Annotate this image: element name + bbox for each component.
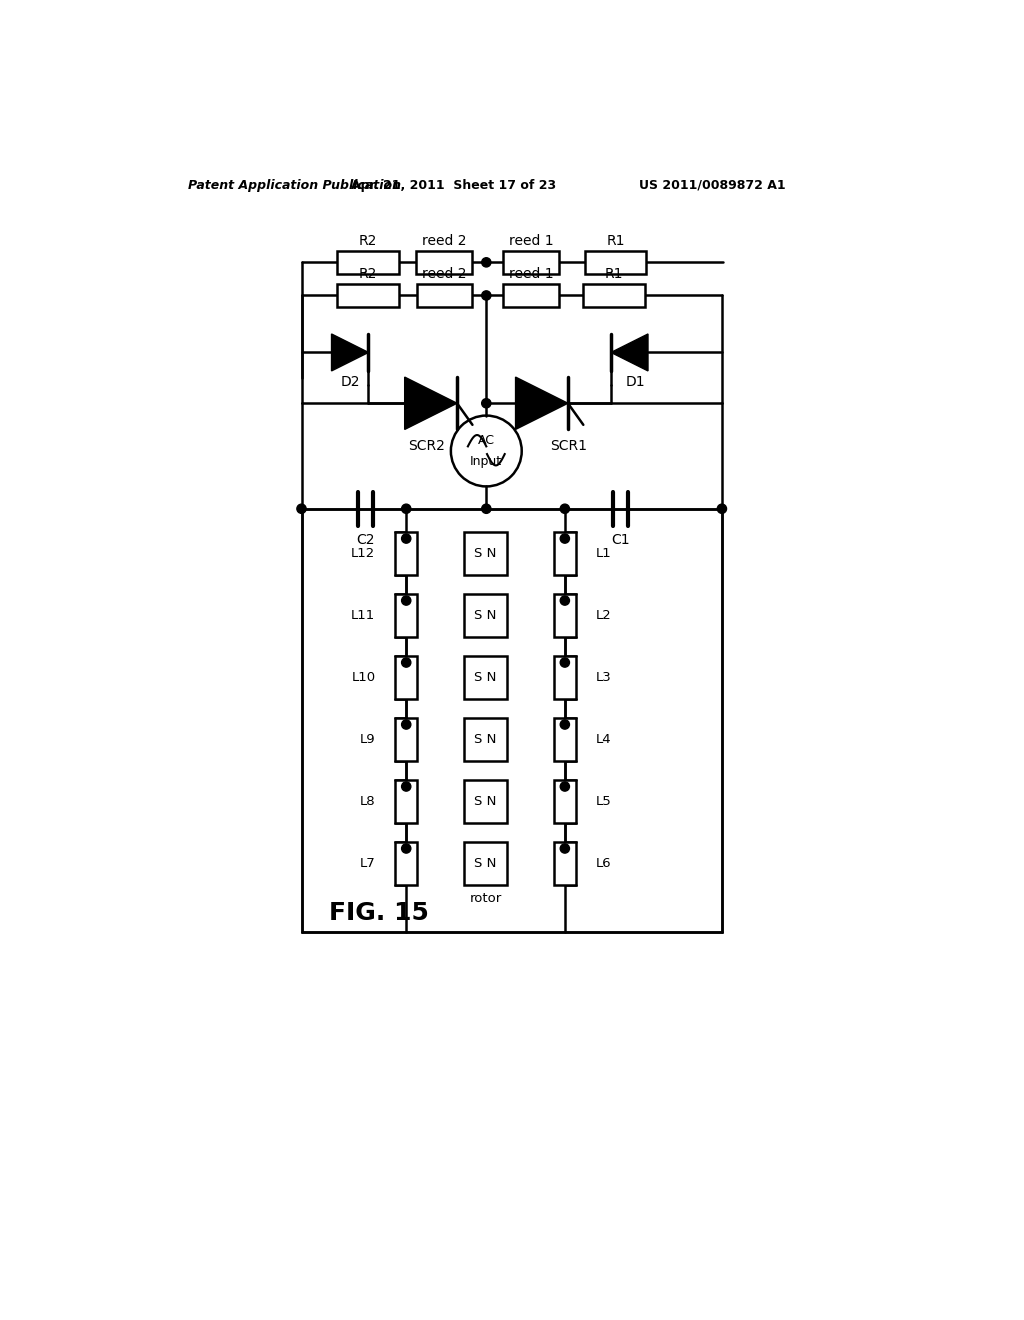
- Circle shape: [481, 504, 490, 513]
- Circle shape: [717, 504, 727, 513]
- Bar: [464, 842, 507, 886]
- Text: L7: L7: [359, 857, 376, 870]
- Circle shape: [401, 504, 411, 513]
- Bar: [464, 656, 507, 700]
- Bar: [464, 780, 507, 824]
- Text: SCR2: SCR2: [409, 438, 445, 453]
- Text: D1: D1: [626, 375, 645, 388]
- Text: L10: L10: [351, 671, 376, 684]
- Bar: [337, 284, 398, 308]
- Text: S N: S N: [474, 733, 497, 746]
- Circle shape: [560, 657, 569, 667]
- Bar: [554, 656, 575, 698]
- Circle shape: [481, 257, 490, 267]
- Text: L9: L9: [359, 733, 376, 746]
- Bar: [395, 718, 417, 760]
- Circle shape: [560, 504, 569, 513]
- Bar: [464, 718, 507, 762]
- Text: S N: S N: [474, 609, 497, 622]
- Circle shape: [401, 535, 411, 544]
- Text: L11: L11: [351, 609, 376, 622]
- Text: S N: S N: [474, 795, 497, 808]
- Text: reed 2: reed 2: [423, 267, 467, 281]
- Bar: [417, 284, 472, 308]
- Text: Patent Application Publication: Patent Application Publication: [188, 178, 401, 191]
- Text: L1: L1: [596, 546, 611, 560]
- Bar: [585, 251, 646, 275]
- Text: rotor: rotor: [469, 892, 502, 906]
- Bar: [337, 251, 398, 275]
- Text: L8: L8: [359, 795, 376, 808]
- Text: S N: S N: [474, 857, 497, 870]
- Circle shape: [297, 504, 306, 513]
- Text: D2: D2: [340, 375, 359, 388]
- Text: S N: S N: [474, 546, 497, 560]
- Circle shape: [401, 657, 411, 667]
- Bar: [395, 532, 417, 574]
- Bar: [554, 842, 575, 884]
- Circle shape: [401, 595, 411, 605]
- Circle shape: [481, 399, 490, 408]
- Polygon shape: [404, 378, 457, 429]
- Bar: [395, 656, 417, 698]
- Polygon shape: [515, 378, 568, 429]
- Text: R1: R1: [605, 267, 624, 281]
- Circle shape: [560, 781, 569, 791]
- Text: reed 1: reed 1: [509, 234, 553, 248]
- Text: L5: L5: [596, 795, 611, 808]
- Text: R1: R1: [606, 234, 625, 248]
- Bar: [301, 508, 722, 932]
- Bar: [554, 718, 575, 760]
- Circle shape: [560, 719, 569, 729]
- Bar: [554, 594, 575, 636]
- Text: C1: C1: [611, 532, 630, 546]
- Text: L2: L2: [596, 609, 611, 622]
- Text: reed 2: reed 2: [422, 234, 466, 248]
- Text: L4: L4: [596, 733, 611, 746]
- Text: L3: L3: [596, 671, 611, 684]
- Text: AC: AC: [478, 434, 495, 446]
- Circle shape: [401, 843, 411, 853]
- Text: Apr. 21, 2011  Sheet 17 of 23: Apr. 21, 2011 Sheet 17 of 23: [351, 178, 556, 191]
- Text: R2: R2: [358, 234, 377, 248]
- Text: S N: S N: [474, 671, 497, 684]
- Bar: [416, 251, 472, 275]
- Circle shape: [401, 781, 411, 791]
- Text: C2: C2: [356, 532, 375, 546]
- Bar: [554, 780, 575, 822]
- Polygon shape: [611, 334, 648, 371]
- Bar: [503, 251, 559, 275]
- Text: US 2011/0089872 A1: US 2011/0089872 A1: [639, 178, 785, 191]
- Bar: [395, 594, 417, 636]
- Text: L12: L12: [351, 546, 376, 560]
- Circle shape: [560, 535, 569, 544]
- Bar: [395, 780, 417, 822]
- Text: L6: L6: [596, 857, 611, 870]
- Text: SCR1: SCR1: [550, 438, 587, 453]
- Circle shape: [481, 290, 490, 300]
- Text: Input: Input: [470, 455, 503, 469]
- Circle shape: [560, 843, 569, 853]
- Polygon shape: [332, 334, 369, 371]
- Bar: [464, 532, 507, 576]
- Circle shape: [401, 719, 411, 729]
- Text: R2: R2: [358, 267, 377, 281]
- Bar: [503, 284, 559, 308]
- Bar: [464, 594, 507, 638]
- Bar: [395, 842, 417, 884]
- Text: FIG. 15: FIG. 15: [330, 902, 429, 925]
- Bar: [584, 284, 645, 308]
- Text: reed 1: reed 1: [509, 267, 553, 281]
- Bar: [554, 532, 575, 574]
- Circle shape: [560, 595, 569, 605]
